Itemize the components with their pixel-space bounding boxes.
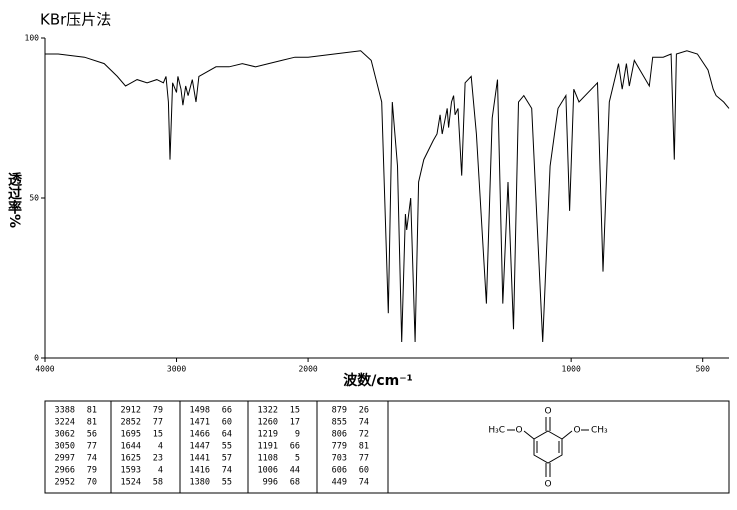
peak-transmittance: 17 (290, 418, 300, 428)
peak-transmittance: 15 (290, 406, 300, 416)
peak-wavenumber: 1498 (190, 406, 210, 416)
peak-wavenumber: 449 (332, 478, 347, 488)
peak-wavenumber: 703 (332, 454, 347, 464)
x-tick-label: 3000 (167, 365, 186, 374)
atom-label: CH₃ (591, 426, 608, 436)
peak-wavenumber: 879 (332, 406, 347, 416)
peak-transmittance: 58 (153, 478, 163, 488)
peak-wavenumber: 2997 (55, 454, 75, 464)
y-tick-label: 50 (29, 194, 39, 203)
peak-wavenumber: 1593 (121, 466, 141, 476)
peak-wavenumber: 1471 (190, 418, 210, 428)
atom-label: O (544, 407, 551, 417)
x-tick-label: 500 (695, 365, 710, 374)
peak-transmittance: 79 (153, 406, 163, 416)
peak-transmittance: 74 (359, 478, 369, 488)
peak-transmittance: 4 (158, 442, 163, 452)
peak-wavenumber: 855 (332, 418, 347, 428)
peak-transmittance: 23 (153, 454, 163, 464)
peak-wavenumber: 1322 (258, 406, 278, 416)
peak-transmittance: 64 (222, 430, 232, 440)
peak-transmittance: 77 (87, 442, 97, 452)
peak-transmittance: 77 (359, 454, 369, 464)
peak-transmittance: 9 (295, 430, 300, 440)
peak-wavenumber: 1108 (258, 454, 278, 464)
x-tick-label: 1000 (562, 365, 581, 374)
y-axis-label: 透过率% (6, 172, 22, 228)
peak-transmittance: 74 (359, 418, 369, 428)
peak-wavenumber: 1191 (258, 442, 278, 452)
peak-wavenumber: 1466 (190, 430, 210, 440)
y-tick-label: 0 (34, 354, 39, 363)
peak-transmittance: 66 (222, 406, 232, 416)
atom-label: O (515, 426, 522, 436)
peak-wavenumber: 1644 (121, 442, 141, 452)
peak-transmittance: 68 (290, 478, 300, 488)
peak-transmittance: 60 (359, 466, 369, 476)
peak-wavenumber: 606 (332, 466, 347, 476)
peak-transmittance: 15 (153, 430, 163, 440)
structure-bonds (507, 417, 589, 477)
peak-transmittance: 79 (87, 466, 97, 476)
peak-transmittance: 57 (222, 454, 232, 464)
peak-transmittance: 66 (290, 442, 300, 452)
atom-label: O (544, 480, 551, 490)
peak-transmittance: 55 (222, 442, 232, 452)
peak-transmittance: 74 (222, 466, 232, 476)
peak-wavenumber: 1260 (258, 418, 278, 428)
peak-wavenumber: 1695 (121, 430, 141, 440)
peak-transmittance: 44 (290, 466, 300, 476)
peak-transmittance: 74 (87, 454, 97, 464)
peak-wavenumber: 1447 (190, 442, 210, 452)
spectrum-line (45, 50, 730, 343)
peak-wavenumber: 3388 (55, 406, 75, 416)
peak-wavenumber: 3050 (55, 442, 75, 452)
peak-wavenumber: 2912 (121, 406, 141, 416)
x-tick-label: 4000 (35, 365, 54, 374)
peak-wavenumber: 1006 (258, 466, 278, 476)
atom-label: H₃C (488, 426, 505, 436)
x-tick-label: 2000 (298, 365, 317, 374)
peak-wavenumber: 2966 (55, 466, 75, 476)
peak-wavenumber: 996 (263, 478, 278, 488)
peak-wavenumber: 1416 (190, 466, 210, 476)
x-axis-label: 波数/cm⁻¹ (343, 372, 413, 389)
peak-transmittance: 5 (295, 454, 300, 464)
peak-wavenumber: 779 (332, 442, 347, 452)
peak-wavenumber: 1380 (190, 478, 210, 488)
peak-transmittance: 77 (153, 418, 163, 428)
peak-transmittance: 4 (158, 466, 163, 476)
peak-transmittance: 81 (87, 418, 97, 428)
peak-wavenumber: 1625 (121, 454, 141, 464)
peak-wavenumber: 806 (332, 430, 347, 440)
y-tick-label: 100 (25, 34, 40, 43)
peak-transmittance: 72 (359, 430, 369, 440)
peak-wavenumber: 1524 (121, 478, 141, 488)
peak-transmittance: 70 (87, 478, 97, 488)
table-frame (44, 400, 730, 494)
chart-title: KBr压片法 (40, 11, 111, 29)
peak-wavenumber: 3062 (55, 430, 75, 440)
peak-transmittance: 56 (87, 430, 97, 440)
peak-transmittance: 26 (359, 406, 369, 416)
peak-transmittance: 81 (359, 442, 369, 452)
peak-transmittance: 55 (222, 478, 232, 488)
peak-wavenumber: 1441 (190, 454, 210, 464)
peak-wavenumber: 3224 (55, 418, 75, 428)
peak-wavenumber: 1219 (258, 430, 278, 440)
peak-wavenumber: 2852 (121, 418, 141, 428)
peak-transmittance: 60 (222, 418, 232, 428)
peak-wavenumber: 2952 (55, 478, 75, 488)
atom-label: O (573, 426, 580, 436)
peak-transmittance: 81 (87, 406, 97, 416)
